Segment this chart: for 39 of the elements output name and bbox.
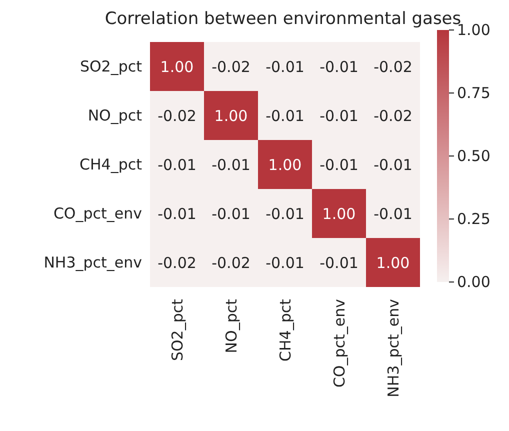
data-label: -0.01 bbox=[266, 254, 304, 272]
x-tick-label: CH4_pct bbox=[276, 298, 294, 362]
data-label: -0.01 bbox=[320, 58, 358, 76]
data-label: -0.01 bbox=[320, 106, 358, 125]
data-label: 1.00 bbox=[322, 204, 356, 223]
data-label: -0.01 bbox=[266, 58, 304, 76]
data-label: 1.00 bbox=[214, 106, 248, 125]
color-bar-label: 0.50 bbox=[457, 146, 490, 165]
data-label: -0.01 bbox=[266, 106, 304, 125]
data-label: -0.02 bbox=[212, 254, 250, 272]
y-tick-label: CO_pct_env bbox=[53, 204, 142, 222]
data-label: -0.01 bbox=[266, 204, 304, 223]
y-tick-label: NO_pct bbox=[88, 106, 142, 124]
data-label: -0.01 bbox=[212, 156, 250, 174]
data-label: 1.00 bbox=[376, 254, 410, 272]
x-tick-label: NH3_pct_env bbox=[384, 298, 402, 398]
data-label: -0.01 bbox=[320, 156, 358, 174]
y-tick-label: SO2_pct bbox=[80, 57, 142, 76]
data-label: -0.01 bbox=[212, 204, 250, 223]
data-label: -0.02 bbox=[158, 254, 196, 272]
data-label: -0.01 bbox=[158, 204, 196, 223]
color-bar-label: 0.25 bbox=[457, 210, 490, 228]
data-label: 1.00 bbox=[160, 58, 194, 76]
x-tick-label: NO_pct bbox=[222, 298, 240, 354]
data-label: -0.02 bbox=[212, 58, 250, 76]
data-label: -0.02 bbox=[374, 106, 412, 125]
data-label: -0.02 bbox=[158, 106, 196, 125]
data-label: 1.00 bbox=[268, 156, 302, 174]
y-tick-label: NH3_pct_env bbox=[44, 253, 142, 272]
data-label: -0.01 bbox=[374, 204, 412, 223]
data-label: -0.01 bbox=[158, 156, 196, 174]
color-bar-label: 0.00 bbox=[457, 272, 490, 291]
data-label: -0.01 bbox=[374, 156, 412, 174]
y-tick-label: CH4_pct bbox=[80, 155, 142, 174]
x-tick-label: SO2_pct bbox=[168, 298, 186, 362]
x-tick-label: CO_pct_env bbox=[330, 298, 348, 388]
data-label: -0.02 bbox=[374, 58, 412, 76]
color-bar-label: 0.75 bbox=[457, 84, 490, 102]
data-label: -0.01 bbox=[320, 254, 358, 272]
